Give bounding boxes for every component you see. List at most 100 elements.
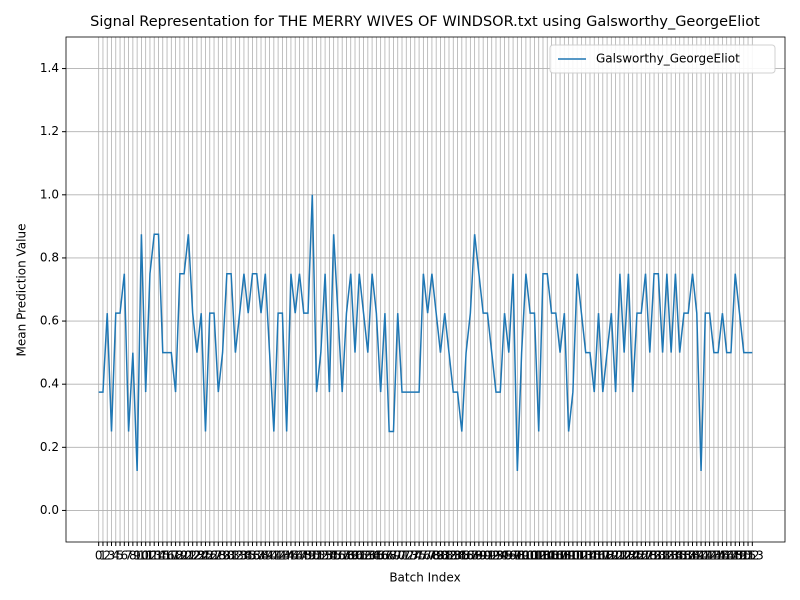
x-tick-label: 8 [129, 549, 137, 563]
x-tick-label: 64 [364, 549, 379, 563]
x-tick-label: 112 [566, 549, 589, 563]
x-tick-label: 66 [373, 549, 388, 563]
x-tick-label: 81 [437, 549, 452, 563]
x-tick-label: 137 [673, 549, 696, 563]
x-tick-label: 84 [450, 549, 465, 563]
x-tick-label: 149 [724, 549, 747, 563]
x-tick-label: 136 [668, 549, 691, 563]
x-tick-label: 13 [147, 549, 162, 563]
x-tick-label: 103 [527, 549, 550, 563]
x-tick-label: 43 [275, 549, 290, 563]
legend-box [549, 44, 776, 74]
x-tick-label: 135 [664, 549, 687, 563]
x-tick-label: 142 [694, 549, 717, 563]
x-tick-label: 25 [198, 549, 213, 563]
x-tick-label: 34 [236, 549, 251, 563]
x-tick-label: 104 [532, 549, 555, 563]
x-tick-label: 52 [313, 549, 328, 563]
x-tick-label: 70 [390, 549, 405, 563]
y-tick-label: 0.4 [40, 377, 59, 391]
y-axis-label: Mean Prediction Value [15, 224, 29, 357]
x-tick-label: 68 [382, 549, 397, 563]
x-tick-label: 41 [266, 549, 281, 563]
x-tick-label: 62 [356, 549, 371, 563]
x-tick-label: 147 [715, 549, 738, 563]
x-tick-label: 134 [660, 549, 683, 563]
x-tick-label: 101 [519, 549, 542, 563]
x-tick-label: 80 [433, 549, 448, 563]
x-tick-label: 139 [681, 549, 704, 563]
x-tick-label: 71 [394, 549, 409, 563]
y-tick-label: 1.2 [40, 124, 59, 138]
x-tick-label: 67 [377, 549, 392, 563]
series-line [98, 194, 753, 472]
x-tick-label: 51 [309, 549, 324, 563]
chart-title: Signal Representation for THE MERRY WIVE… [90, 14, 760, 30]
x-tick-label: 97 [505, 549, 520, 563]
x-tick-label: 124 [617, 549, 640, 563]
x-tick-label: 15 [155, 549, 170, 563]
x-tick-label: 11 [138, 549, 153, 563]
x-tick-label: 152 [737, 549, 760, 563]
x-tick-label: 22 [185, 549, 200, 563]
x-tick-label: 42 [270, 549, 285, 563]
y-tick-label: 1.0 [40, 187, 59, 201]
x-tick-label: 14 [151, 549, 166, 563]
y-tick-label: 0.2 [40, 440, 59, 454]
x-tick-label: 143 [698, 549, 721, 563]
x-tick-label: 146 [711, 549, 734, 563]
x-tick-label: 38 [253, 549, 268, 563]
x-tick-label: 0 [95, 549, 103, 563]
x-tick-label: 19 [172, 549, 187, 563]
x-tick-label: 93 [488, 549, 503, 563]
x-tick-label: 129 [638, 549, 661, 563]
x-tick-label: 1 [99, 549, 107, 563]
x-tick-label: 144 [702, 549, 725, 563]
x-tick-label: 96 [501, 549, 516, 563]
x-tick-label: 85 [454, 549, 469, 563]
x-tick-label: 44 [279, 549, 294, 563]
x-tick-label: 7 [125, 549, 133, 563]
x-tick-label: 18 [168, 549, 183, 563]
x-tick-label: 40 [262, 549, 277, 563]
x-tick-label: 126 [626, 549, 649, 563]
x-axis-label: Batch Index [389, 571, 460, 585]
x-tick-label: 87 [463, 549, 478, 563]
x-tick-label: 26 [202, 549, 217, 563]
x-tick-label: 16 [159, 549, 174, 563]
x-tick-label: 95 [497, 549, 512, 563]
x-tick-label: 91 [480, 549, 495, 563]
x-tick-label: 75 [411, 549, 426, 563]
x-tick-label: 12 [142, 549, 157, 563]
x-tick-label: 123 [613, 549, 636, 563]
x-tick-label: 23 [189, 549, 204, 563]
x-tick-label: 48 [296, 549, 311, 563]
x-tick-label: 76 [416, 549, 431, 563]
x-tick-label: 130 [643, 549, 666, 563]
x-tick-label: 47 [292, 549, 307, 563]
x-tick-label: 151 [732, 549, 755, 563]
x-tick-label: 17 [164, 549, 179, 563]
x-tick-label: 119 [596, 549, 619, 563]
x-tick-label: 74 [407, 549, 422, 563]
x-tick-label: 28 [211, 549, 226, 563]
x-tick-label: 33 [232, 549, 247, 563]
x-tick-label: 21 [181, 549, 196, 563]
x-tick-label: 98 [510, 549, 525, 563]
x-tick-label: 132 [651, 549, 674, 563]
x-tick-label: 106 [540, 549, 563, 563]
x-tick-label: 9 [133, 549, 141, 563]
x-tick-label: 54 [322, 549, 337, 563]
x-tick-label: 115 [579, 549, 602, 563]
x-tick-label: 58 [339, 549, 354, 563]
x-tick-label: 63 [360, 549, 375, 563]
x-tick-label: 60 [347, 549, 362, 563]
x-tick-label: 138 [677, 549, 700, 563]
plot-frame [65, 36, 786, 543]
x-tick-label: 120 [600, 549, 623, 563]
x-tick-label: 73 [403, 549, 418, 563]
x-tick-label: 121 [604, 549, 627, 563]
y-tick-label: 0.0 [40, 503, 59, 517]
